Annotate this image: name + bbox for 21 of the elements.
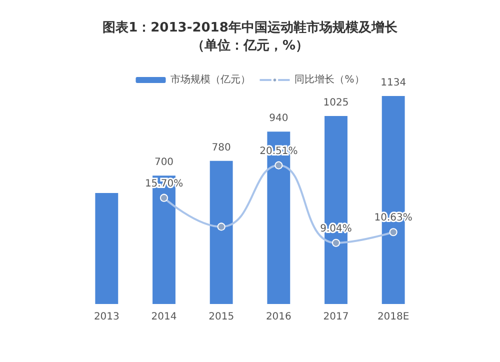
legend-label: 同比增长（%） <box>294 74 364 86</box>
data-label: 940 <box>269 113 288 124</box>
data-label: 1134 <box>380 78 406 88</box>
chart-title: 图表1：2013-2018年中国运动鞋市场规模及增长（单位：亿元，%） <box>102 20 398 54</box>
x-tick-label: 2013 <box>94 312 120 322</box>
x-tick-label: 2016 <box>266 312 292 322</box>
point <box>332 238 340 247</box>
bar <box>210 160 233 304</box>
data-label: 1025 <box>323 97 349 108</box>
legend-label: 市场规模（亿元） <box>170 74 251 86</box>
bar <box>95 193 118 304</box>
point <box>160 194 168 202</box>
point <box>217 222 226 231</box>
data-label: 780 <box>212 142 231 154</box>
x-tick-label: 2017 <box>323 312 349 322</box>
x-tick-label: 2015 <box>208 312 234 322</box>
point <box>389 228 398 236</box>
point <box>274 161 283 170</box>
x-tick-label: 2018E <box>377 312 410 322</box>
x-tick-label: 2014 <box>151 312 177 322</box>
data-label: 700 <box>154 157 174 168</box>
